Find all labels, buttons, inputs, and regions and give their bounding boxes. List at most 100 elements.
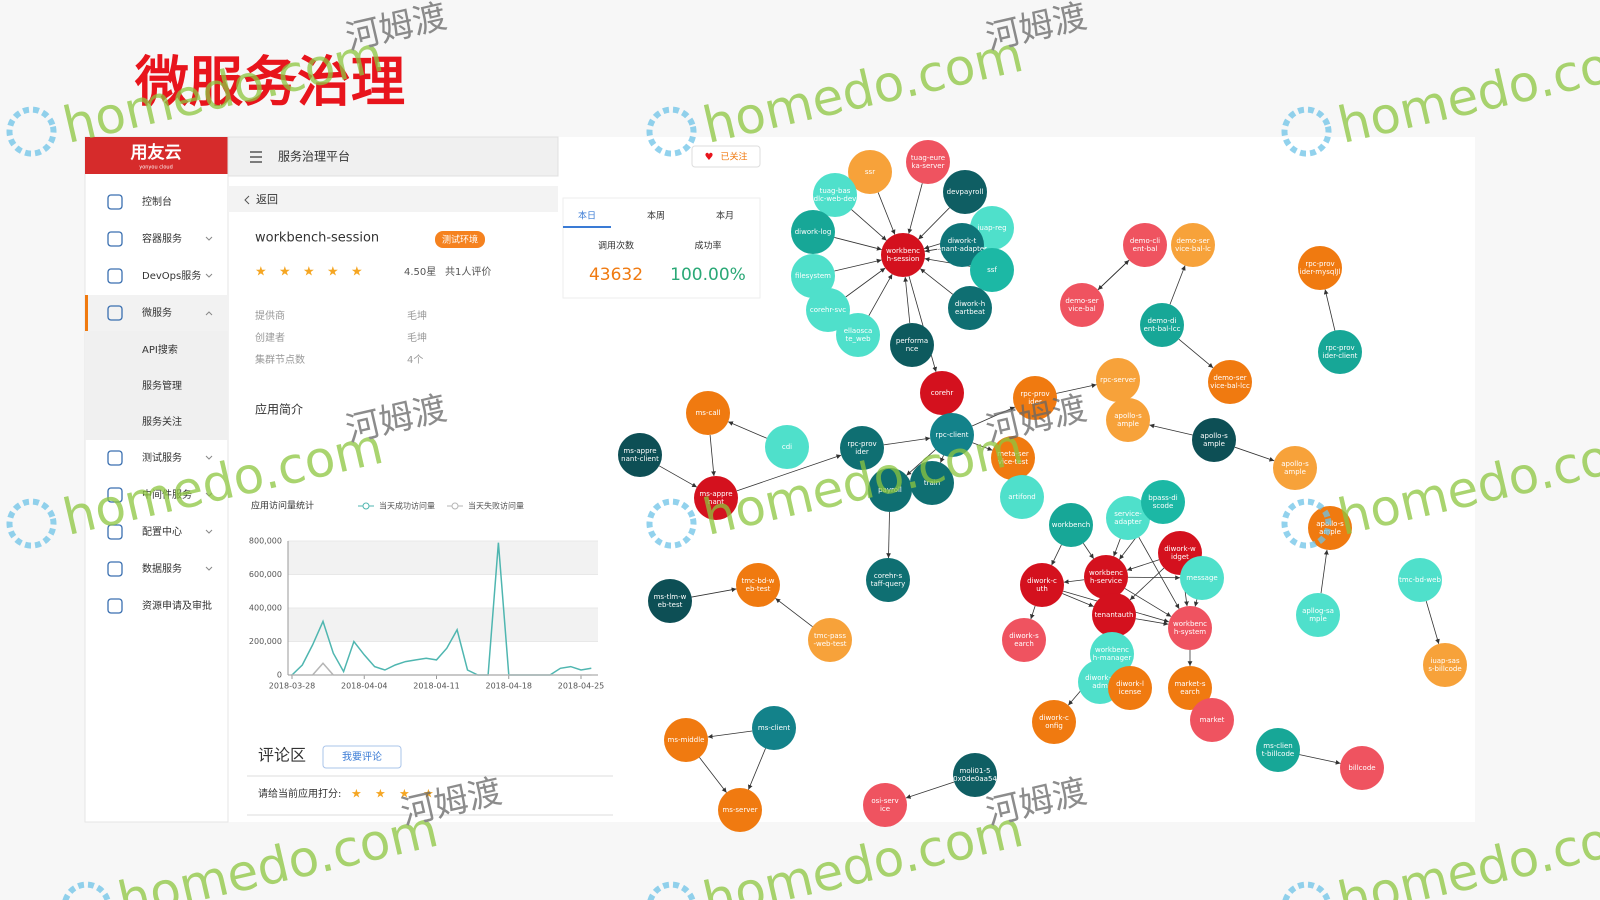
service-node[interactable] (1020, 563, 1064, 607)
service-node[interactable] (1340, 746, 1384, 790)
service-node[interactable] (1192, 418, 1236, 462)
service-node[interactable] (1298, 246, 1342, 290)
service-node[interactable] (1123, 223, 1167, 267)
legend-marker[interactable] (451, 502, 459, 510)
service-node[interactable] (694, 476, 738, 520)
comment-button-text[interactable]: 我要评论 (342, 750, 382, 763)
tab[interactable]: 本日 (578, 210, 596, 222)
service-node[interactable] (920, 371, 964, 415)
edge (1062, 593, 1094, 607)
service-node[interactable] (1171, 223, 1215, 267)
service-node[interactable] (1049, 503, 1093, 547)
service-node[interactable] (1256, 728, 1300, 772)
service-node[interactable] (1084, 555, 1128, 599)
service-node[interactable] (765, 425, 809, 469)
legend-label[interactable]: 当天失败访问量 (468, 501, 524, 511)
service-node[interactable] (866, 558, 910, 602)
service-node[interactable] (1296, 593, 1340, 637)
menu-item[interactable]: 服务管理 (142, 379, 182, 392)
service-node[interactable] (943, 170, 987, 214)
rate-stars[interactable]: ★ ★ ★ ★ (351, 787, 434, 801)
service-node[interactable] (910, 461, 954, 505)
service-node[interactable] (881, 233, 925, 277)
follow-text[interactable]: 已关注 (720, 151, 747, 163)
menu-item[interactable]: DevOps服务 (142, 269, 201, 282)
service-node[interactable] (1273, 446, 1317, 490)
service-node[interactable] (752, 706, 796, 750)
service-node[interactable] (1106, 496, 1150, 540)
menu-item[interactable]: 微服务 (142, 306, 172, 319)
service-node[interactable] (1168, 606, 1212, 650)
service-node[interactable] (1141, 480, 1185, 524)
service-node[interactable] (1092, 593, 1136, 637)
service-node[interactable] (813, 173, 857, 217)
menu-item[interactable]: 容器服务 (142, 232, 182, 245)
service-node[interactable] (1140, 303, 1184, 347)
service-node[interactable] (718, 788, 762, 832)
node-label: market (1200, 716, 1225, 724)
service-node[interactable] (1398, 558, 1442, 602)
comment-button[interactable] (322, 745, 402, 769)
service-node[interactable] (1108, 666, 1152, 710)
service-node[interactable] (1096, 358, 1140, 402)
service-node[interactable] (1168, 666, 1212, 710)
menu-item[interactable]: API搜索 (142, 343, 178, 356)
service-node[interactable] (791, 210, 835, 254)
service-node[interactable] (618, 433, 662, 477)
follow-button[interactable] (691, 145, 761, 168)
service-node[interactable] (906, 140, 950, 184)
service-node[interactable] (868, 468, 912, 512)
node-label: rpc-server (1100, 376, 1136, 384)
back-icon[interactable] (244, 195, 250, 205)
service-node[interactable] (1002, 618, 1046, 662)
service-node[interactable] (940, 223, 984, 267)
service-node[interactable] (664, 718, 708, 762)
service-node[interactable] (1106, 398, 1150, 442)
service-node[interactable] (1190, 698, 1234, 742)
service-node[interactable] (1000, 475, 1044, 519)
service-node[interactable] (863, 783, 907, 827)
service-node[interactable] (736, 563, 780, 607)
node-label: diwork-log (795, 228, 832, 236)
service-node[interactable] (840, 426, 884, 470)
service-node[interactable] (808, 618, 852, 662)
service-node[interactable] (1013, 376, 1057, 420)
service-node[interactable] (1208, 360, 1252, 404)
service-node[interactable] (848, 150, 892, 194)
menu-item[interactable]: 资源申请及审批 (142, 599, 212, 612)
service-node[interactable] (836, 313, 880, 357)
service-node[interactable] (991, 436, 1035, 480)
service-node[interactable] (648, 579, 692, 623)
service-node[interactable] (1180, 556, 1224, 600)
heart-icon[interactable]: ♥ (705, 152, 714, 163)
series-line (292, 662, 592, 676)
node-label: rpc-prov (1020, 390, 1049, 398)
service-node[interactable] (806, 288, 850, 332)
service-node[interactable] (1423, 643, 1467, 687)
stars: ★ ★ ★ ★ ★ (255, 265, 363, 280)
service-node[interactable] (970, 248, 1014, 292)
service-node[interactable] (686, 391, 730, 435)
edge (972, 442, 993, 451)
menu-icon[interactable] (250, 151, 262, 163)
menu-item[interactable]: 控制台 (142, 195, 172, 208)
service-node[interactable] (1032, 700, 1076, 744)
menu-item[interactable]: 测试服务 (142, 451, 182, 464)
tab[interactable]: 本月 (716, 210, 734, 222)
field-label: 集群节点数 (255, 353, 305, 366)
service-node[interactable] (1060, 283, 1104, 327)
service-node[interactable] (890, 323, 934, 367)
menu-item[interactable]: 数据服务 (142, 562, 182, 575)
menu-item[interactable]: 服务关注 (142, 415, 182, 428)
service-node[interactable] (953, 753, 997, 797)
back-link[interactable]: 返回 (256, 193, 278, 206)
menu-item[interactable]: 中间件服务 (142, 488, 192, 501)
service-node[interactable] (930, 413, 974, 457)
service-node[interactable] (948, 286, 992, 330)
legend-marker[interactable] (362, 502, 370, 510)
service-node[interactable] (791, 254, 835, 298)
legend-label[interactable]: 当天成功访问量 (379, 501, 435, 511)
service-node[interactable] (1318, 330, 1362, 374)
tab[interactable]: 本周 (647, 210, 665, 222)
menu-item[interactable]: 配置中心 (142, 525, 182, 538)
